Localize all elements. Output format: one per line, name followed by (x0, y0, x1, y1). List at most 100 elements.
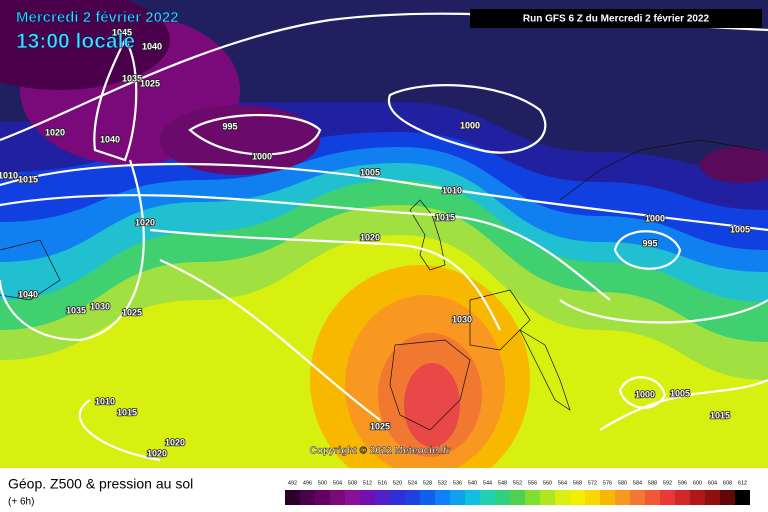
scale-label: 508 (348, 480, 357, 486)
scale-label: 604 (708, 480, 717, 486)
isobar-label: 1030 (90, 301, 110, 311)
isobar-label: 995 (642, 238, 657, 248)
isobar-label: 1025 (140, 78, 160, 88)
isobar-label: 1015 (710, 410, 730, 420)
scale-cell (390, 490, 405, 505)
scale-cell (495, 490, 510, 505)
scale-cell (510, 490, 525, 505)
isobar (618, 376, 667, 409)
trough-purple-2 (160, 105, 320, 175)
isobar-label: 1020 (45, 127, 65, 137)
scale-label: 548 (498, 480, 507, 486)
scale-cell (540, 490, 555, 505)
scale-label: 528 (423, 480, 432, 486)
isobar (559, 299, 768, 431)
isobar-label: 1005 (360, 167, 380, 177)
scale-label: 512 (363, 480, 372, 486)
coast-italy (519, 329, 571, 411)
scale-label: 596 (678, 480, 687, 486)
scale-label: 492 (288, 480, 297, 486)
scale-label: 544 (483, 480, 492, 486)
scale-cell (465, 490, 480, 505)
scale-cell (450, 490, 465, 505)
scale-cell (405, 490, 420, 505)
scale-label: 516 (378, 480, 387, 486)
trough-east (700, 147, 768, 183)
scale-label: 560 (543, 480, 552, 486)
scale-cell (300, 490, 315, 505)
isobar (0, 162, 768, 232)
isobar-label: 1025 (122, 307, 142, 317)
scale-label: 588 (648, 480, 657, 486)
scale-cell (600, 490, 615, 505)
isobar-label: 1020 (360, 232, 380, 242)
scale-label: 540 (468, 480, 477, 486)
scale-label: 532 (438, 480, 447, 486)
coastlines (0, 139, 761, 431)
scale-label: 612 (738, 480, 747, 486)
isobar (93, 37, 138, 162)
isobar-label: 1010 (0, 170, 18, 180)
isobar-label: 1000 (645, 213, 665, 223)
color-scale: 492 496 500 504 508 512 516 520 524 528 532 536 540 5… (285, 480, 750, 505)
scale-label: 584 (633, 480, 642, 486)
scale-cell (630, 490, 645, 505)
isobar-label: 1005 (670, 388, 690, 398)
isobar-label: 1010 (442, 185, 462, 195)
scale-label: 552 (513, 480, 522, 486)
isobar-label: 1035 (122, 73, 142, 83)
isobar-label: 1035 (66, 305, 86, 315)
footer-title: Géop. Z500 & pression au sol (8, 476, 193, 492)
isobar-labels: 1045104010351025102010409951000100010051… (0, 27, 751, 460)
isobar-label: 1040 (100, 134, 120, 144)
scale-cell (420, 490, 435, 505)
scale-label: 536 (453, 480, 462, 486)
scale-cell (675, 490, 690, 505)
isobar-label: 1000 (252, 151, 272, 161)
coast-scandinavia (559, 139, 761, 201)
scale-cell (735, 490, 750, 505)
isobar-label: 1030 (452, 314, 472, 324)
isobar-label: 1020 (135, 217, 155, 227)
scale-cell (615, 490, 630, 505)
scale-label: 496 (303, 480, 312, 486)
isobar (78, 258, 381, 462)
coast-greenland (0, 239, 61, 301)
scale-cell (705, 490, 720, 505)
isobar (188, 113, 322, 156)
scale-label: 520 (393, 480, 402, 486)
coast-france (469, 289, 531, 351)
scale-label: 600 (693, 480, 702, 486)
scale-label: 500 (318, 480, 327, 486)
coast-iberia (389, 339, 471, 431)
scale-label: 608 (723, 480, 732, 486)
isobar (0, 194, 611, 301)
scale-cell (585, 490, 600, 505)
isobar-label: 1040 (18, 289, 38, 299)
isobar-label: 1015 (435, 212, 455, 222)
ridge-core (404, 363, 460, 447)
date: Mercredi 2 février 2022 (16, 9, 179, 26)
scale-cell (645, 490, 660, 505)
trough-dark (0, 0, 170, 90)
scale-label: 592 (663, 480, 672, 486)
isobar-label: 1005 (730, 224, 750, 234)
coast-uk (409, 199, 446, 271)
scale-label: 564 (558, 480, 567, 486)
scale-label: 524 (408, 480, 417, 486)
isobar (387, 84, 547, 154)
scale-label: 556 (528, 480, 537, 486)
scale-cell (330, 490, 345, 505)
isobar (613, 230, 682, 270)
scale-cell (345, 490, 360, 505)
isobar-label: 1000 (460, 120, 480, 130)
isobar-label: 1045 (112, 27, 132, 37)
footer-lead: (+ 6h) (8, 497, 34, 508)
isobar-label: 1020 (147, 448, 167, 458)
copyright: Copyright © 2022 Meteociel.fr (310, 446, 451, 457)
scale-label: 576 (603, 480, 612, 486)
scale-label: 572 (588, 480, 597, 486)
isobar-label: 995 (222, 121, 237, 131)
run-box (470, 9, 762, 28)
